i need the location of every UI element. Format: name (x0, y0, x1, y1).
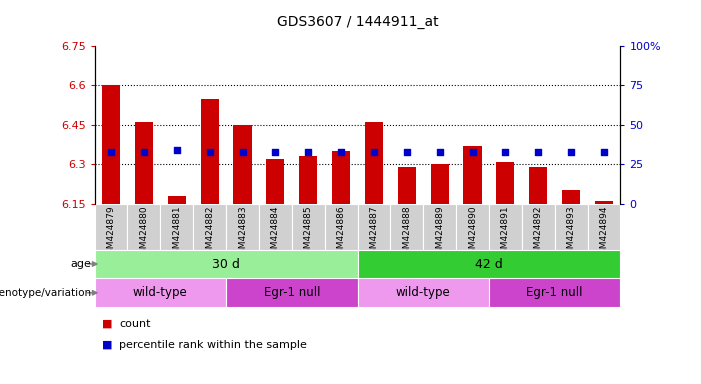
Text: ■: ■ (102, 319, 112, 329)
Text: GSM424881: GSM424881 (172, 206, 182, 260)
Bar (332, 151, 350, 204)
Text: GSM424880: GSM424880 (139, 206, 149, 260)
Bar (595, 201, 613, 204)
Text: GSM424886: GSM424886 (336, 206, 346, 260)
Point (303, 149, 314, 155)
Text: 30 d: 30 d (212, 258, 240, 270)
Bar (554, 204, 587, 250)
Text: Egr-1 null: Egr-1 null (526, 286, 583, 299)
Bar (456, 204, 489, 250)
Bar (587, 204, 620, 250)
Bar (562, 190, 580, 204)
Bar (522, 204, 554, 250)
Bar (259, 204, 292, 250)
Bar (463, 146, 482, 204)
Bar (397, 167, 416, 204)
Bar (292, 204, 325, 250)
Bar (358, 204, 390, 250)
Point (533, 149, 544, 155)
Point (204, 149, 215, 155)
Bar (226, 278, 358, 307)
Bar (161, 204, 193, 250)
Text: count: count (119, 319, 151, 329)
Bar (489, 278, 620, 307)
Bar (299, 156, 318, 204)
Point (599, 149, 610, 155)
Text: 42 d: 42 d (475, 258, 503, 270)
Text: GSM424883: GSM424883 (238, 206, 247, 260)
Point (237, 149, 248, 155)
Text: GSM424879: GSM424879 (107, 206, 116, 260)
Bar (226, 204, 259, 250)
Bar (95, 278, 226, 307)
Text: percentile rank within the sample: percentile rank within the sample (119, 340, 307, 350)
Text: GSM424887: GSM424887 (369, 206, 379, 260)
Bar (135, 122, 153, 204)
Point (105, 149, 116, 155)
Text: age: age (70, 259, 91, 269)
Text: GDS3607 / 1444911_at: GDS3607 / 1444911_at (277, 15, 438, 29)
Bar (423, 204, 456, 250)
Bar (95, 250, 358, 278)
Bar (496, 162, 515, 204)
Point (401, 149, 412, 155)
Text: GSM424893: GSM424893 (566, 206, 576, 260)
Bar (358, 250, 620, 278)
Text: ■: ■ (102, 340, 112, 350)
Bar (233, 125, 252, 204)
Point (138, 149, 149, 155)
Bar (193, 204, 226, 250)
Text: GSM424882: GSM424882 (205, 206, 214, 260)
Bar (102, 86, 120, 204)
Bar (529, 167, 547, 204)
Bar (430, 164, 449, 204)
Text: Egr-1 null: Egr-1 null (264, 286, 320, 299)
Bar (489, 204, 522, 250)
Bar (365, 122, 383, 204)
Bar (266, 159, 285, 204)
Text: GSM424884: GSM424884 (271, 206, 280, 260)
Bar (325, 204, 358, 250)
Point (467, 149, 478, 155)
Bar (168, 196, 186, 204)
Bar (200, 99, 219, 204)
Bar (358, 278, 489, 307)
Text: GSM424888: GSM424888 (402, 206, 411, 260)
Text: GSM424890: GSM424890 (468, 206, 477, 260)
Point (368, 149, 379, 155)
Text: GSM424885: GSM424885 (304, 206, 313, 260)
Point (434, 149, 445, 155)
Text: wild-type: wild-type (396, 286, 451, 299)
Text: GSM424891: GSM424891 (501, 206, 510, 260)
Bar (95, 204, 128, 250)
Text: genotype/variation: genotype/variation (0, 288, 91, 298)
Bar (128, 204, 161, 250)
Text: GSM424892: GSM424892 (533, 206, 543, 260)
Text: wild-type: wild-type (133, 286, 188, 299)
Text: GSM424889: GSM424889 (435, 206, 444, 260)
Point (500, 149, 511, 155)
Point (171, 147, 182, 153)
Point (336, 149, 347, 155)
Bar (390, 204, 423, 250)
Text: GSM424894: GSM424894 (599, 206, 608, 260)
Point (566, 149, 577, 155)
Point (270, 149, 281, 155)
